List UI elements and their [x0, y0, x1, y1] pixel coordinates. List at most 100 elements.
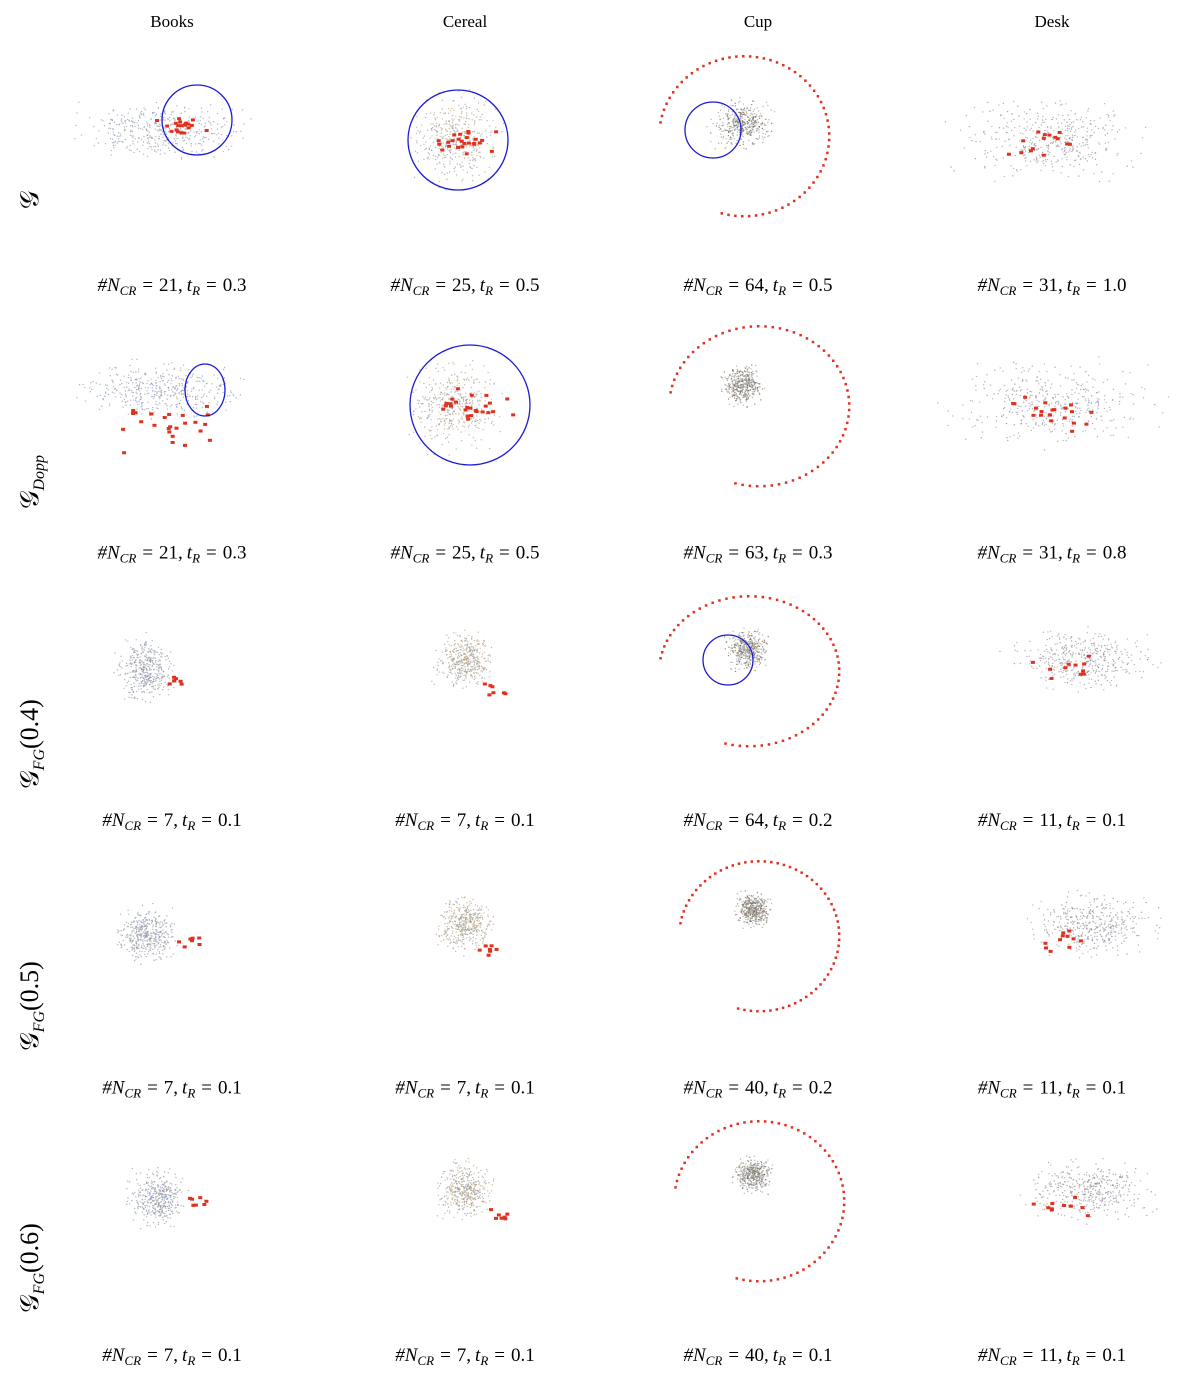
cloud-point: [767, 136, 768, 137]
cloud-point: [1040, 389, 1041, 390]
cloud-point: [188, 120, 189, 121]
cloud-point: [130, 125, 131, 126]
cloud-point: [137, 141, 138, 142]
cloud-point: [439, 162, 440, 163]
cloud-point: [159, 124, 160, 125]
cloud-point: [1006, 126, 1007, 127]
cloud-point: [721, 377, 722, 378]
threshold-subscript: R: [191, 283, 200, 298]
camera-marker: [842, 434, 845, 437]
cloud-point: [448, 637, 449, 638]
cloud-point: [753, 117, 754, 118]
cloud-point: [493, 148, 494, 149]
cloud-point: [436, 163, 437, 164]
cloud-point: [125, 393, 126, 394]
cloud-point: [442, 651, 443, 652]
row-label: 𝒢FG(0.6): [15, 1223, 48, 1313]
cloud-point: [231, 135, 232, 136]
cloud-point: [459, 116, 460, 117]
cloud-point: [144, 685, 145, 686]
cloud-point: [471, 654, 472, 655]
cloud-point: [132, 131, 133, 132]
cloud-point: [424, 436, 425, 437]
cloud-point: [445, 650, 446, 651]
cloud-point: [1080, 389, 1081, 390]
cloud-point: [426, 387, 427, 388]
cloud-point: [430, 124, 431, 125]
cloud-point: [154, 123, 155, 124]
cloud-point: [739, 145, 740, 146]
cloud-point: [474, 679, 475, 680]
cloud-point: [719, 129, 720, 130]
cloud-point: [996, 132, 997, 133]
cloud-point: [191, 151, 192, 152]
equals: =: [440, 1078, 451, 1099]
cloud-point: [446, 393, 447, 394]
cloud-point: [752, 143, 753, 144]
cloud-point: [458, 668, 459, 669]
cloud-point: [141, 664, 142, 665]
cloud-point: [1044, 449, 1045, 450]
cloud-point: [747, 369, 748, 370]
cloud-point: [439, 397, 440, 398]
camera-marker: [844, 428, 847, 431]
cloud-point: [452, 414, 453, 415]
cloud-point: [1044, 121, 1045, 122]
cloud-point: [147, 658, 148, 659]
cloud-point: [751, 104, 752, 105]
cloud-point: [737, 643, 738, 644]
cloud-point: [749, 382, 750, 383]
count-subscript: CR: [1000, 1353, 1017, 1368]
cloud-point: [433, 667, 434, 668]
cloud-point: [737, 134, 738, 135]
cloud-point: [727, 124, 728, 125]
cloud-point: [738, 646, 739, 647]
cloud-point: [1052, 166, 1053, 167]
cloud-point: [178, 378, 179, 379]
cloud-point: [435, 119, 436, 120]
cloud-point: [428, 157, 429, 158]
cloud-point: [729, 126, 730, 127]
cloud-point: [155, 660, 156, 661]
cloud-point: [117, 141, 118, 142]
equals: =: [792, 1078, 803, 1099]
cloud-point: [138, 387, 139, 388]
cloud-point: [430, 435, 431, 436]
cloud-point: [131, 135, 132, 136]
cloud-point: [435, 168, 436, 169]
cloud-point: [202, 406, 203, 407]
cloud-point: [171, 389, 172, 390]
cloud-point: [1045, 391, 1046, 392]
cloud-point: [423, 137, 424, 138]
cloud-point: [1104, 408, 1105, 409]
cloud-point: [468, 426, 469, 427]
cloud-point: [139, 115, 140, 116]
cloud-point: [181, 157, 182, 158]
cloud-point: [749, 658, 750, 659]
cloud-point: [1065, 135, 1066, 136]
cloud-point: [429, 148, 430, 149]
cloud-point: [167, 395, 168, 396]
equals: =: [494, 1078, 505, 1099]
cloud-point: [460, 165, 461, 166]
cloud-point: [1105, 402, 1106, 403]
cloud-point: [216, 386, 217, 387]
cloud-point: [732, 114, 733, 115]
cloud-point: [230, 390, 231, 391]
cloud-point: [1069, 164, 1070, 165]
cloud-point: [473, 417, 474, 418]
cloud-point: [1105, 134, 1106, 135]
cloud-point: [764, 652, 765, 653]
cloud-point: [1108, 115, 1109, 116]
camera-marker: [449, 405, 453, 408]
cloud-point: [1125, 127, 1126, 128]
cloud-point: [733, 652, 734, 653]
cloud-point: [478, 111, 479, 112]
cloud-point: [446, 635, 447, 636]
cloud-point: [461, 670, 462, 671]
cloud-point: [743, 396, 744, 397]
cloud-point: [452, 660, 453, 661]
cloud-point: [154, 654, 155, 655]
cloud-point: [462, 670, 463, 671]
cloud-point: [96, 396, 97, 397]
